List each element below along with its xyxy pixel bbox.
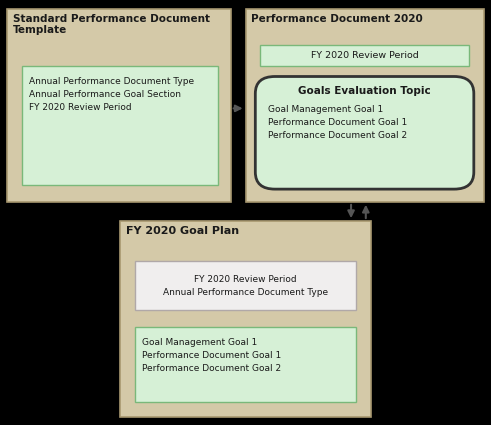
Text: Goal Management Goal 1
Performance Document Goal 1
Performance Document Goal 2: Goal Management Goal 1 Performance Docum… bbox=[142, 338, 282, 373]
FancyBboxPatch shape bbox=[22, 66, 218, 185]
Text: Standard Performance Document
Template: Standard Performance Document Template bbox=[13, 14, 210, 35]
FancyBboxPatch shape bbox=[135, 261, 356, 310]
Text: FY 2020 Review Period: FY 2020 Review Period bbox=[311, 51, 418, 60]
Text: Performance Document 2020: Performance Document 2020 bbox=[251, 14, 423, 24]
FancyBboxPatch shape bbox=[246, 8, 484, 202]
FancyBboxPatch shape bbox=[260, 45, 469, 66]
FancyBboxPatch shape bbox=[255, 76, 474, 189]
FancyBboxPatch shape bbox=[135, 327, 356, 402]
Text: FY 2020 Goal Plan: FY 2020 Goal Plan bbox=[126, 226, 239, 236]
Text: FY 2020 Review Period
Annual Performance Document Type: FY 2020 Review Period Annual Performance… bbox=[163, 275, 328, 297]
Text: Goal Management Goal 1
Performance Document Goal 1
Performance Document Goal 2: Goal Management Goal 1 Performance Docum… bbox=[268, 105, 407, 140]
Text: Annual Performance Document Type
Annual Performance Goal Section
FY 2020 Review : Annual Performance Document Type Annual … bbox=[29, 76, 194, 112]
FancyBboxPatch shape bbox=[120, 221, 371, 416]
Text: Goals Evaluation Topic: Goals Evaluation Topic bbox=[298, 86, 431, 96]
FancyBboxPatch shape bbox=[7, 8, 231, 202]
